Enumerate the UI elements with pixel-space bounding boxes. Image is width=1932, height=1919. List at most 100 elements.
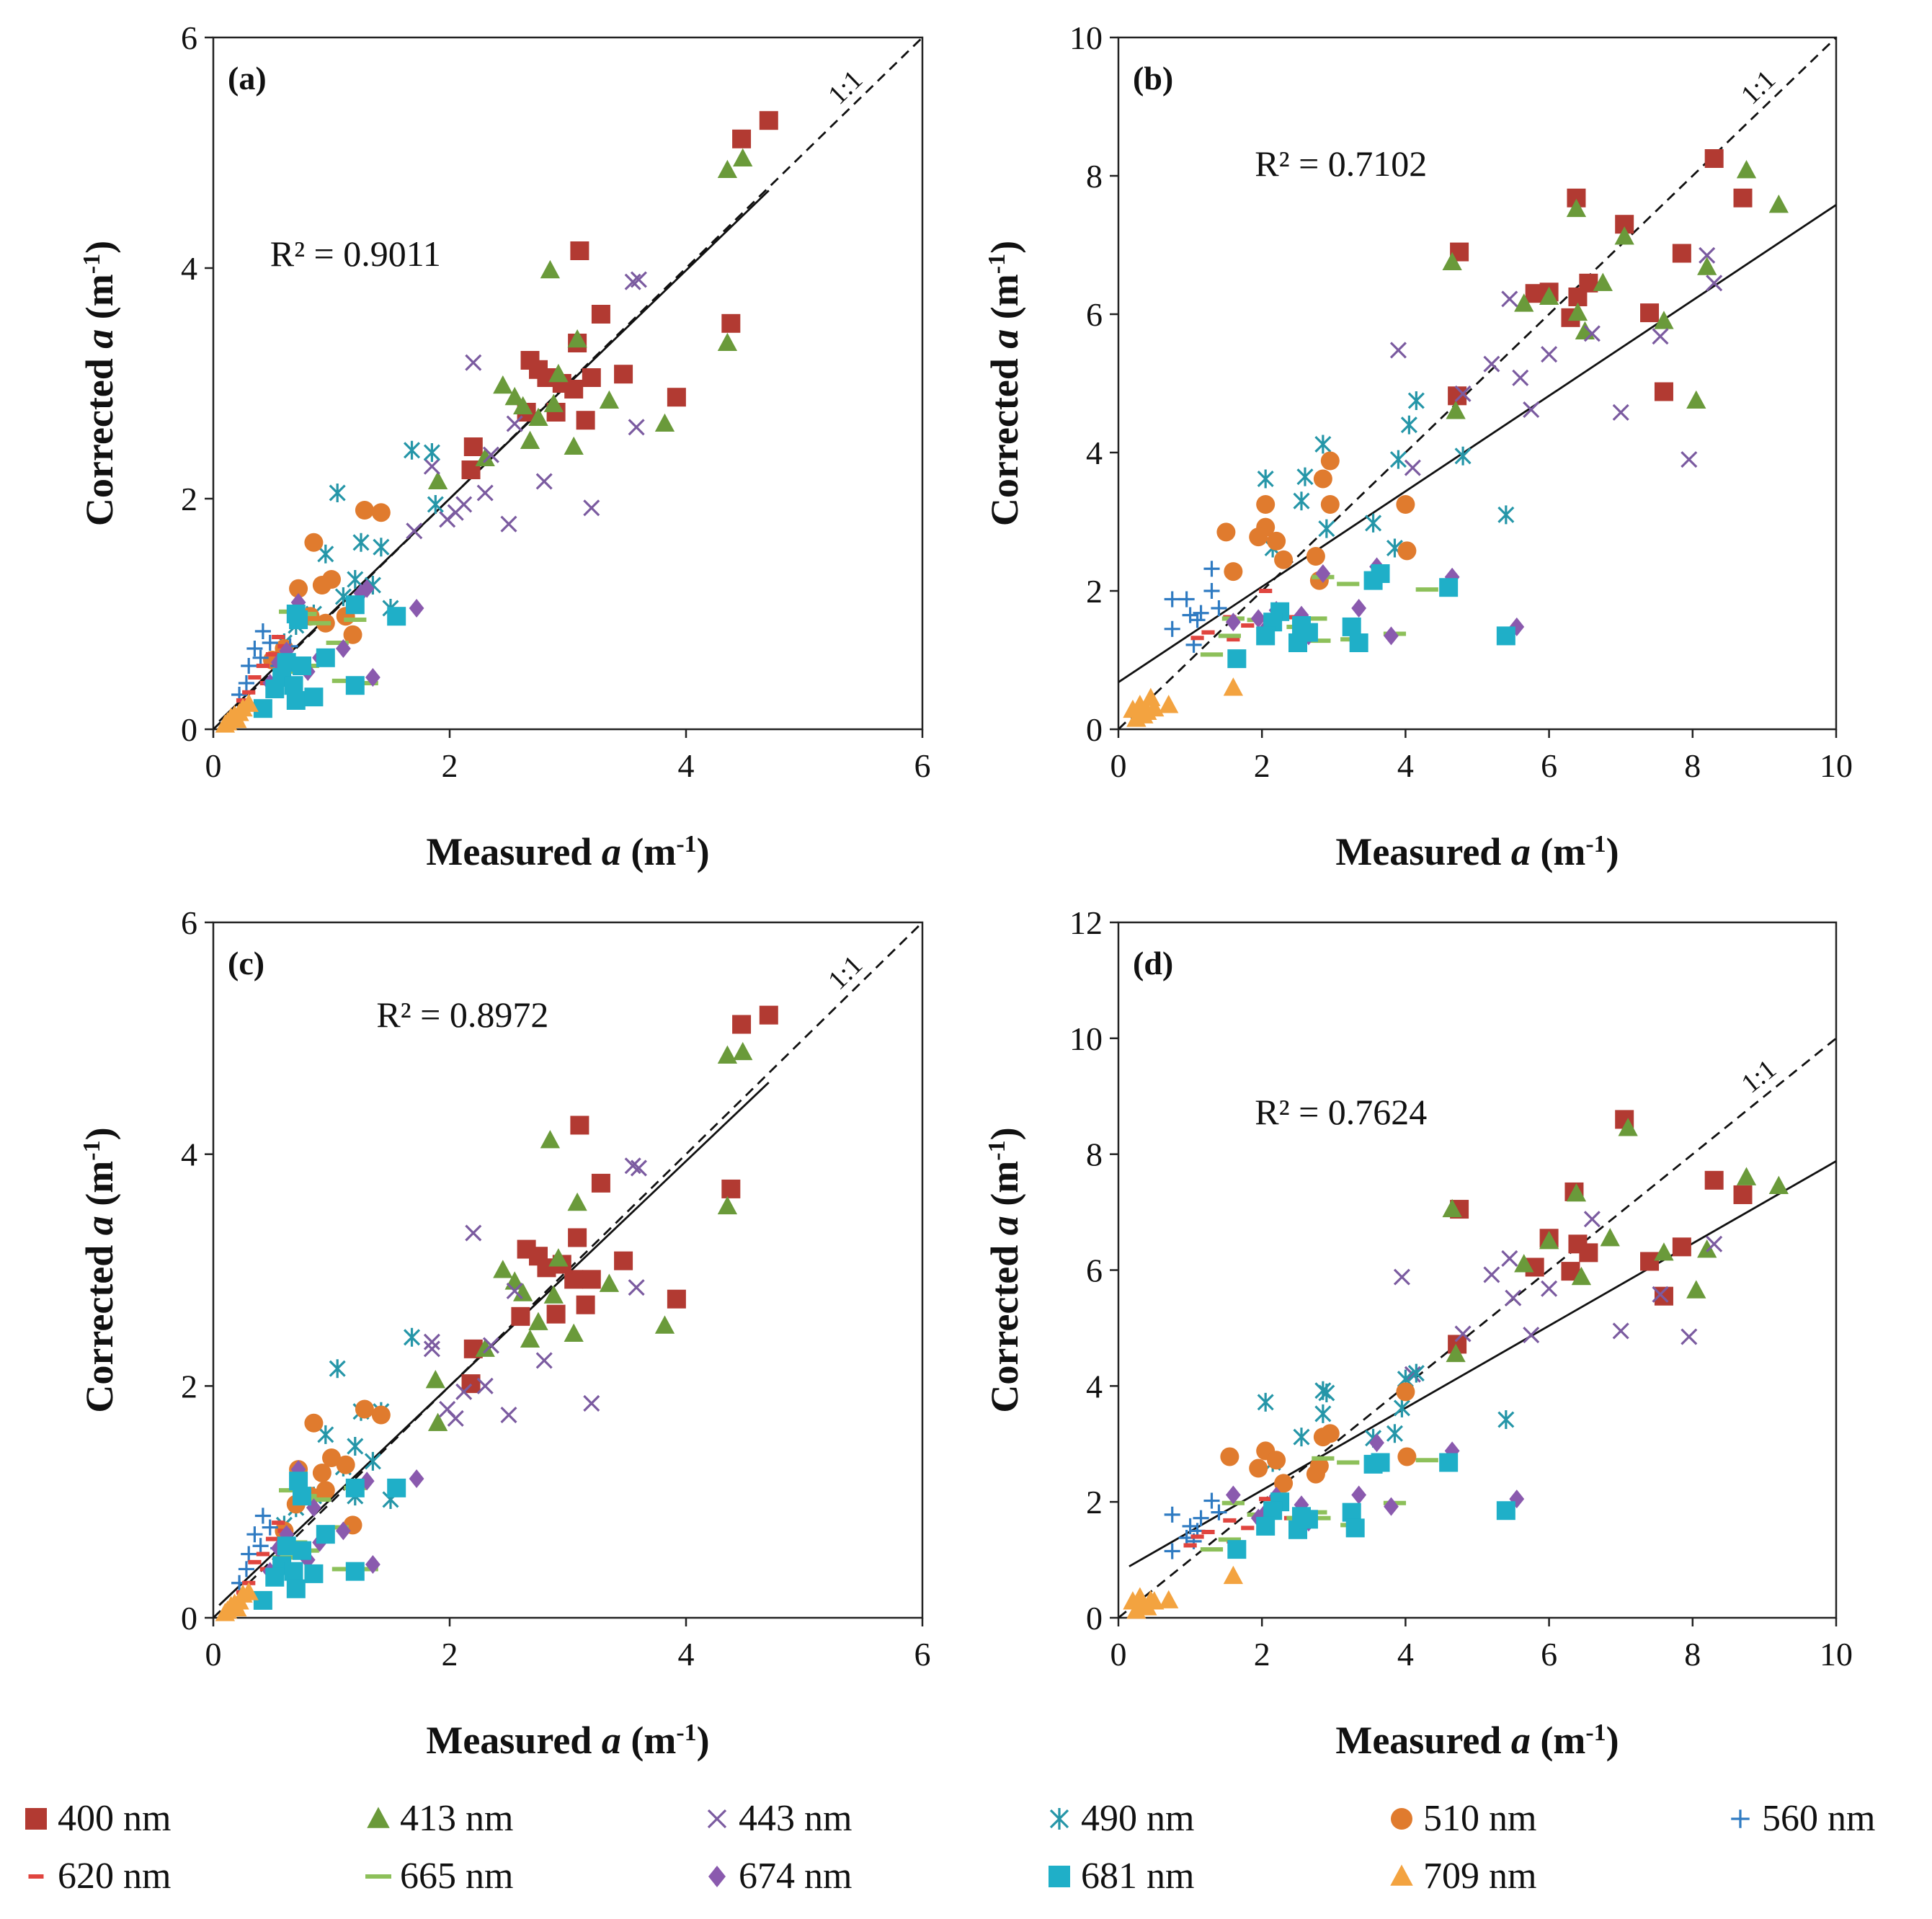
data-point xyxy=(614,1251,633,1270)
y-tick-label: 8 xyxy=(1086,158,1103,195)
data-point xyxy=(1225,1485,1241,1505)
data-point xyxy=(293,656,311,675)
one-to-one-line xyxy=(1118,1037,1836,1618)
data-point xyxy=(520,430,540,450)
data-point xyxy=(717,159,738,179)
y-tick-label: 6 xyxy=(181,904,197,941)
series-560-nm xyxy=(231,1508,287,1591)
data-point xyxy=(387,607,406,626)
data-point xyxy=(1397,1447,1417,1466)
data-point xyxy=(500,1407,517,1424)
panel-label: (c) xyxy=(228,945,264,981)
legend-label: 413 nm xyxy=(400,1798,513,1839)
data-point xyxy=(535,1352,553,1369)
data-point xyxy=(721,1179,741,1198)
data-point xyxy=(238,674,254,692)
y-tick-label: 6 xyxy=(181,19,197,56)
data-point xyxy=(326,1525,349,1530)
data-point xyxy=(1159,1590,1179,1608)
data-point xyxy=(265,1536,280,1541)
x-tick-label: 4 xyxy=(678,747,695,784)
x-axis-title-part: Measured xyxy=(1335,1719,1510,1762)
legend-marker xyxy=(367,1807,390,1828)
series-560-nm xyxy=(1164,561,1227,653)
data-point xyxy=(654,1315,675,1334)
data-point xyxy=(528,1312,548,1330)
data-point xyxy=(667,388,686,407)
data-point xyxy=(1203,561,1220,577)
data-point xyxy=(1249,527,1268,547)
y-tick-label: 8 xyxy=(1086,1136,1103,1173)
panel-label: (a) xyxy=(228,60,267,97)
data-point xyxy=(1396,495,1415,514)
data-point xyxy=(630,1159,647,1177)
x-axis-title: Measured a (m-1) xyxy=(1335,830,1619,873)
data-point xyxy=(246,1526,263,1543)
series-400-nm xyxy=(461,111,778,479)
data-point xyxy=(265,1567,285,1587)
x-tick-label: 2 xyxy=(1254,747,1270,784)
series-400-nm xyxy=(1448,149,1753,406)
data-point xyxy=(733,1041,753,1061)
data-point xyxy=(1442,1198,1462,1218)
data-point xyxy=(455,1383,473,1400)
y-axis-title: Corrected a (m-1) xyxy=(983,1127,1026,1412)
data-point xyxy=(628,419,645,436)
data-point xyxy=(1397,541,1417,561)
data-point xyxy=(1454,385,1472,402)
data-point xyxy=(1393,1398,1410,1417)
data-point xyxy=(1299,1510,1318,1529)
data-point xyxy=(1446,1343,1466,1363)
data-point xyxy=(582,1270,601,1289)
data-point xyxy=(293,1487,311,1506)
data-point xyxy=(1193,1510,1209,1526)
data-point xyxy=(482,1337,499,1354)
series-681-nm xyxy=(253,595,406,718)
panel-label: (b) xyxy=(1133,60,1173,97)
data-point xyxy=(1497,1410,1515,1429)
data-point xyxy=(1501,290,1518,308)
x-tick-label: 8 xyxy=(1684,1636,1701,1673)
data-point xyxy=(1514,293,1534,312)
data-point xyxy=(1371,564,1390,583)
series-400-nm xyxy=(1448,1110,1753,1354)
data-point xyxy=(1304,616,1327,621)
y-tick-label: 0 xyxy=(1086,1600,1103,1637)
legend-item: 400 nm xyxy=(25,1798,171,1839)
r-squared-label: R² = 0.7624 xyxy=(1255,1092,1427,1132)
data-point xyxy=(256,664,270,668)
legend-item: 681 nm xyxy=(1049,1856,1194,1897)
y-axis-title-part: (m xyxy=(78,274,121,329)
data-point xyxy=(304,687,324,707)
data-point xyxy=(406,522,423,540)
data-point xyxy=(1593,272,1613,291)
legend-label: 400 nm xyxy=(58,1798,171,1839)
data-point xyxy=(1318,519,1335,538)
data-point xyxy=(1706,1235,1723,1252)
data-point xyxy=(1369,1433,1384,1453)
data-point xyxy=(322,1448,341,1468)
data-point xyxy=(543,1285,564,1304)
data-point xyxy=(304,1564,324,1583)
y-tick-label: 4 xyxy=(181,1136,197,1173)
data-point xyxy=(1227,637,1240,642)
data-point xyxy=(1137,1597,1157,1616)
data-point xyxy=(513,396,533,415)
data-point xyxy=(1337,582,1360,587)
data-point xyxy=(1257,469,1274,489)
data-point xyxy=(242,690,256,695)
x-axis-title-part: ) xyxy=(697,1719,710,1762)
x-axis-title-part: ) xyxy=(1606,830,1619,873)
y-axis-title: Corrected a (m-1) xyxy=(78,241,121,526)
data-point xyxy=(312,1463,331,1482)
x-axis-title-part: (m xyxy=(621,830,676,873)
data-point xyxy=(476,1377,494,1394)
data-point xyxy=(355,501,374,520)
x-tick-label: 4 xyxy=(1397,747,1414,784)
data-point xyxy=(1200,652,1224,657)
data-point xyxy=(1223,1565,1244,1585)
data-point xyxy=(1496,626,1515,646)
x-tick-label: 10 xyxy=(1820,1636,1853,1673)
data-point xyxy=(1308,1515,1331,1520)
